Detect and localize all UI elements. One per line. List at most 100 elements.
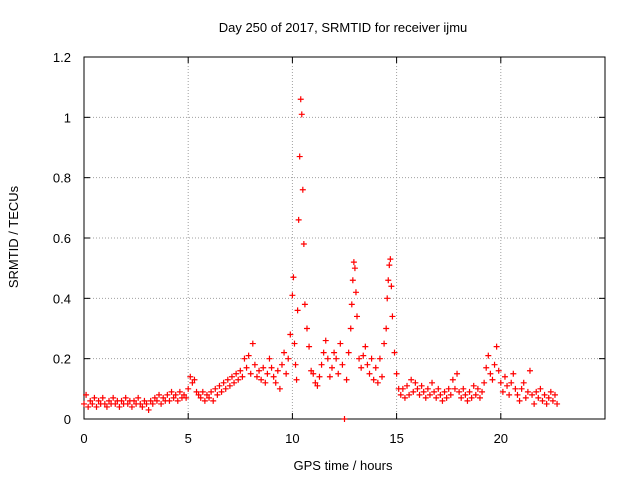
data-point (295, 216, 302, 223)
data-point (439, 397, 446, 404)
data-point (197, 394, 204, 401)
data-point (139, 403, 146, 410)
data-point (303, 325, 310, 332)
data-point (347, 325, 354, 332)
data-point (251, 361, 258, 368)
data-point (410, 388, 417, 395)
data-point (253, 373, 260, 380)
data-point (522, 394, 529, 401)
data-point (320, 349, 327, 356)
data-point (372, 364, 379, 371)
x-tick-label: 10 (285, 431, 299, 446)
data-point (491, 361, 498, 368)
data-point (468, 394, 475, 401)
data-point (189, 379, 196, 386)
data-point (226, 382, 233, 389)
data-point (337, 340, 344, 347)
data-point (268, 364, 275, 371)
data-point (310, 370, 317, 377)
data-point (294, 307, 301, 314)
data-point (326, 373, 333, 380)
y-tick-label: 0.6 (53, 231, 71, 246)
data-point (149, 400, 156, 407)
data-point (212, 385, 219, 392)
data-point (518, 385, 525, 392)
data-point (239, 373, 246, 380)
data-point (437, 391, 444, 398)
data-point (272, 379, 279, 386)
data-point (276, 385, 283, 392)
data-point (458, 394, 465, 401)
data-point (460, 385, 467, 392)
data-point (489, 376, 496, 383)
data-point (360, 352, 367, 359)
data-point (506, 391, 513, 398)
data-point (314, 382, 321, 389)
data-point (345, 349, 352, 356)
data-point (81, 400, 87, 407)
x-tick-label: 15 (389, 431, 403, 446)
data-point (466, 388, 473, 395)
data-point (247, 370, 254, 377)
data-points (81, 96, 561, 422)
data-point (383, 325, 390, 332)
data-point (381, 340, 388, 347)
data-point (128, 403, 135, 410)
data-point (135, 394, 142, 401)
x-axis-label: GPS time / hours (294, 458, 393, 473)
data-point (474, 385, 481, 392)
data-point (343, 376, 350, 383)
data-point (203, 391, 210, 398)
data-point (101, 400, 108, 407)
data-point (176, 388, 183, 395)
data-point (362, 343, 369, 350)
data-point (499, 388, 506, 395)
data-point (529, 391, 536, 398)
x-tick-label: 20 (494, 431, 508, 446)
y-tick-label: 1.2 (53, 50, 71, 65)
chart-title: Day 250 of 2017, SRMTID for receiver ijm… (219, 20, 468, 35)
data-point (218, 388, 225, 395)
data-point (245, 352, 252, 359)
data-point (296, 153, 303, 160)
data-point (512, 385, 519, 392)
data-point (91, 394, 98, 401)
y-tick-label: 0.4 (53, 291, 71, 306)
data-point (483, 364, 490, 371)
data-point (112, 400, 119, 407)
data-point (137, 400, 144, 407)
data-point (168, 388, 175, 395)
data-point (103, 403, 110, 410)
data-point (541, 391, 548, 398)
data-point (260, 364, 267, 371)
data-point (216, 382, 223, 389)
data-point (214, 391, 221, 398)
data-point (83, 391, 90, 398)
data-point (510, 370, 517, 377)
data-point (385, 277, 392, 284)
data-point (508, 379, 515, 386)
data-point (501, 373, 508, 380)
data-point (243, 364, 250, 371)
data-point (249, 340, 256, 347)
data-point (322, 337, 329, 344)
data-point (206, 394, 213, 401)
data-point (504, 382, 511, 389)
data-point (387, 256, 394, 263)
data-point (424, 385, 431, 392)
data-point (262, 379, 269, 386)
data-point (366, 370, 373, 377)
data-point (447, 391, 454, 398)
data-point (470, 382, 477, 389)
data-point (352, 289, 359, 296)
data-point (472, 391, 479, 398)
data-point (299, 186, 306, 193)
data-point (156, 391, 163, 398)
data-point (298, 111, 305, 118)
data-point (335, 370, 342, 377)
data-point (485, 352, 492, 359)
data-point (87, 397, 94, 404)
data-point (389, 313, 396, 320)
data-point (495, 367, 502, 374)
data-point (481, 379, 488, 386)
